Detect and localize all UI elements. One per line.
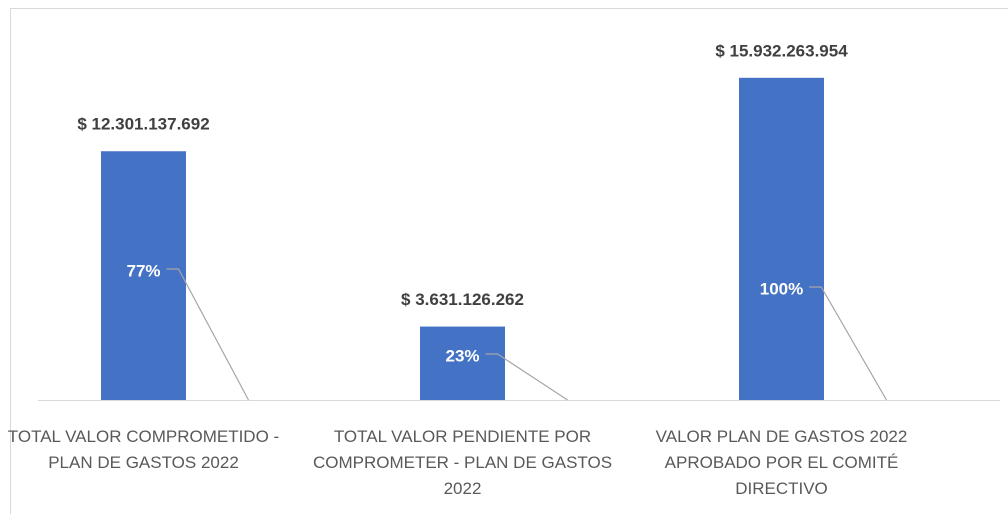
share-label: 100% [760,279,803,298]
leader-line [485,353,568,401]
x-tick-label: TOTAL VALOR COMPROMETIDO - PLAN DE GASTO… [7,427,280,472]
value-label: $ 3.631.126.262 [401,290,524,309]
chart-frame [10,8,1008,514]
value-label: $ 12.301.137.692 [77,115,209,134]
share-label: 23% [445,346,479,365]
value-label: $ 15.932.263.954 [715,41,848,60]
share-label: 77% [126,261,160,280]
x-tick-label: TOTAL VALOR PENDIENTE POR COMPROMETER - … [312,427,613,498]
leader-line [809,286,888,401]
bar [101,151,186,400]
bar [420,326,505,400]
x-tick-label: VALOR PLAN DE GASTOS 2022 APROBADO POR E… [655,427,908,498]
leader-line [166,268,250,401]
bar [739,77,824,401]
